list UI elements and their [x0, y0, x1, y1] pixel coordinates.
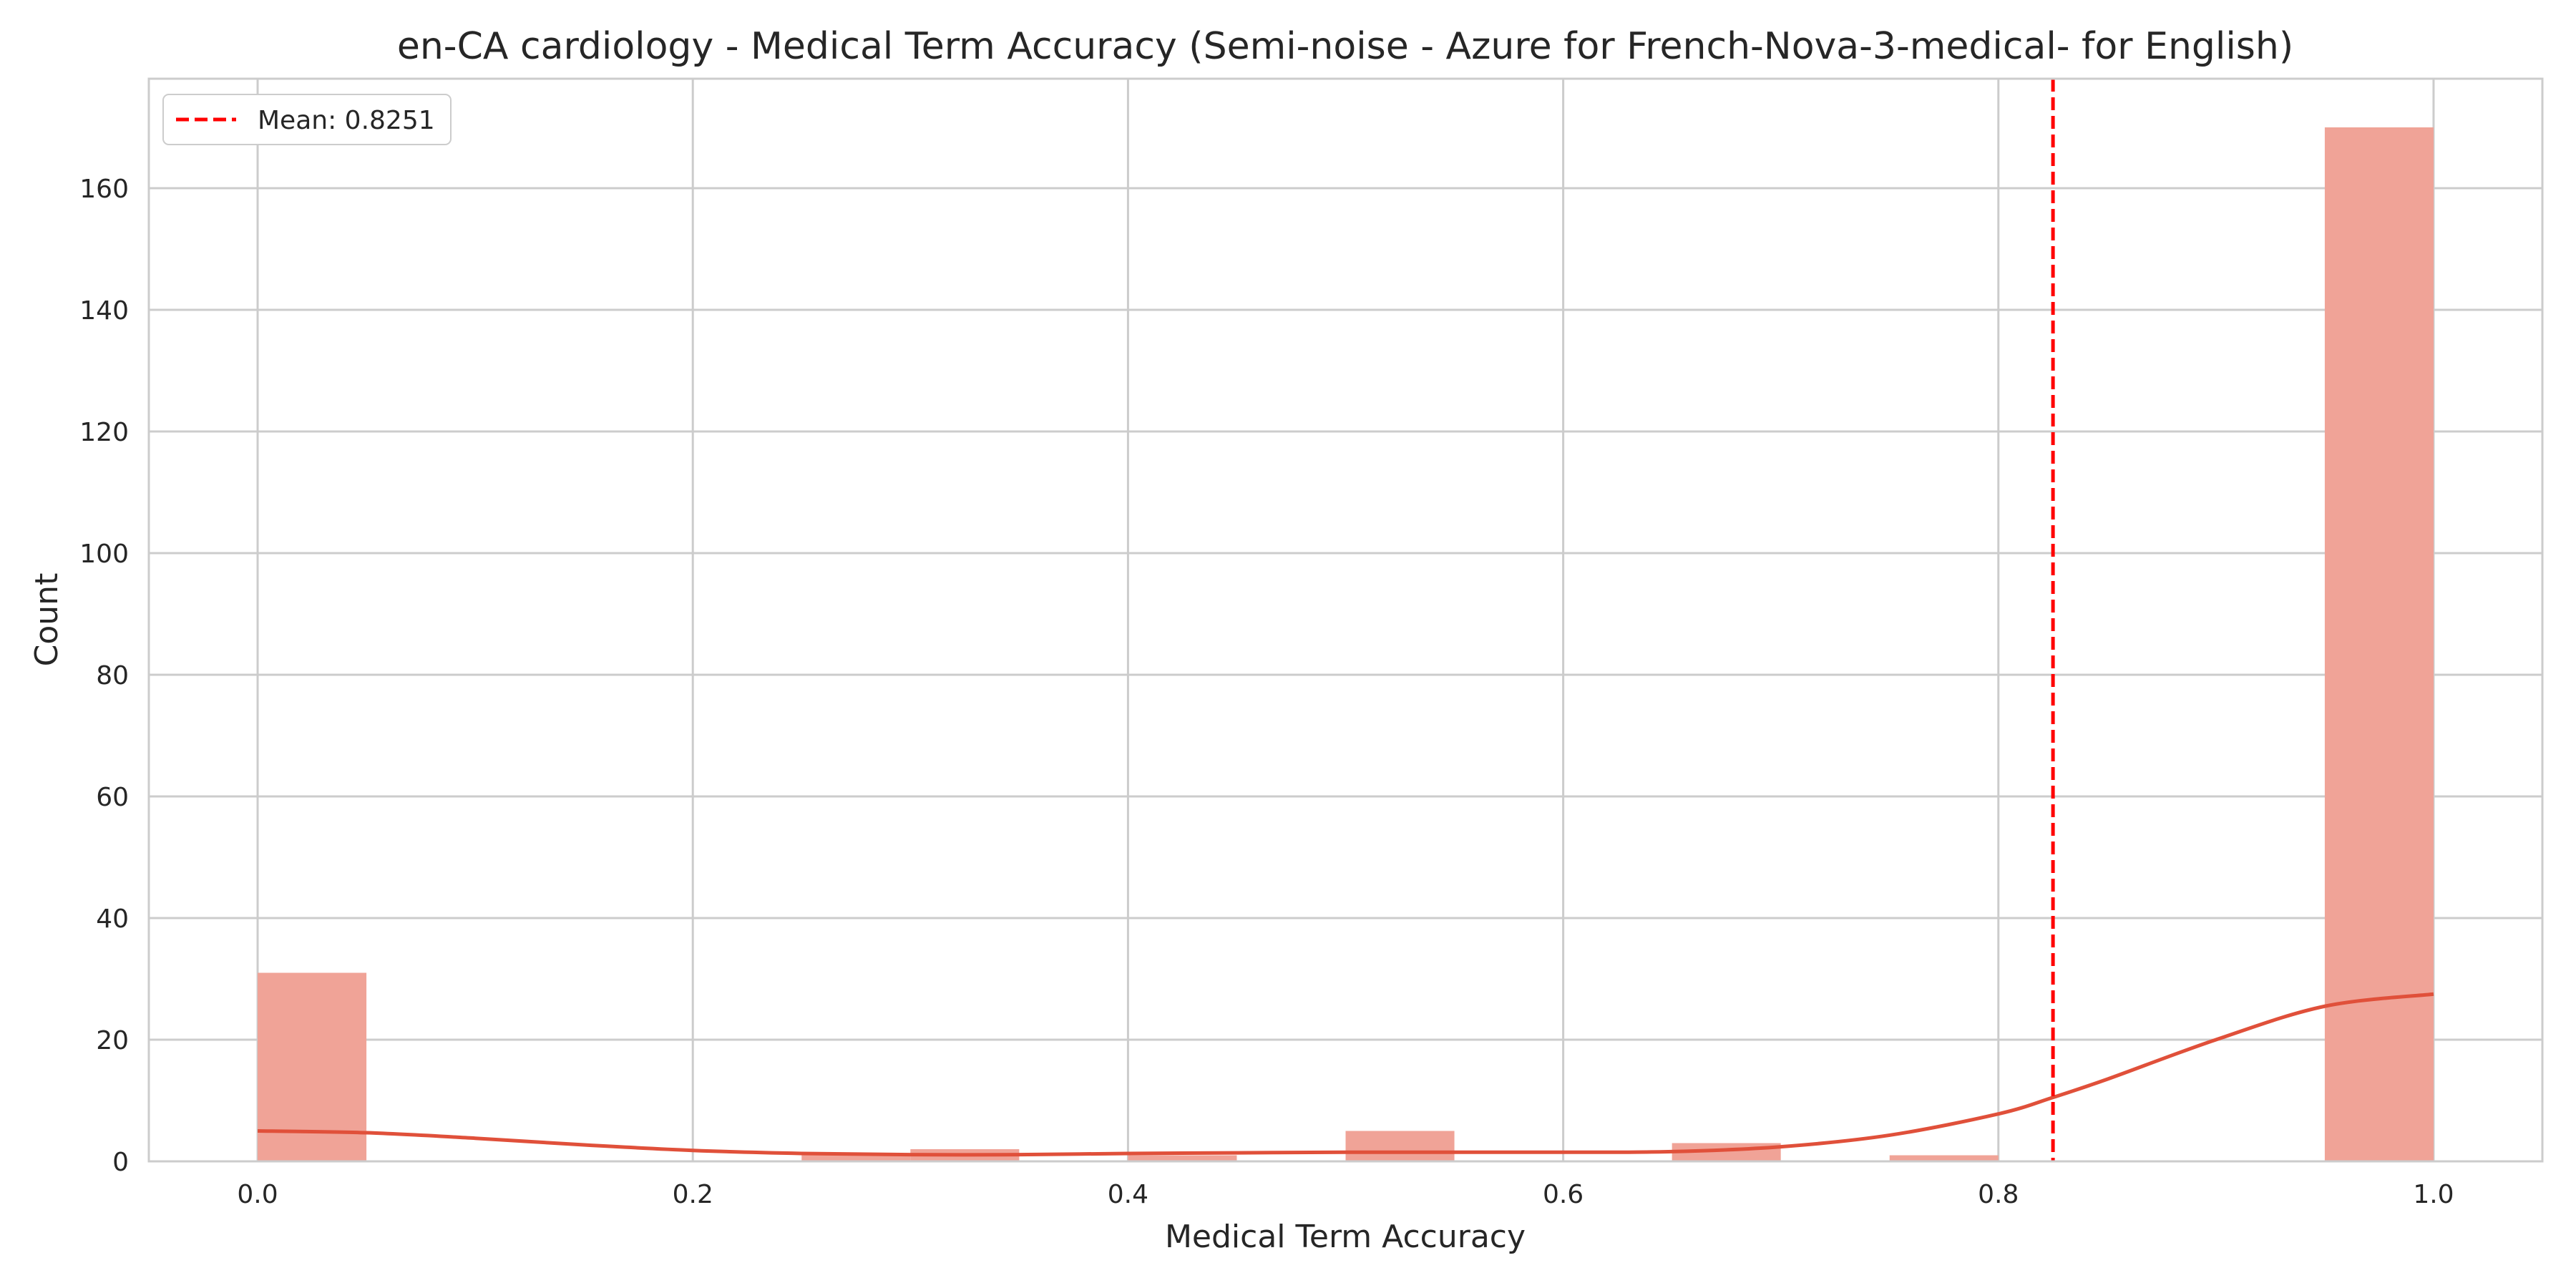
y-tick-label-2: 40: [96, 904, 129, 934]
y-axis-label: Count: [29, 573, 65, 667]
y-tick-label-6: 120: [79, 418, 129, 447]
x-tick-label-2: 0.4: [1108, 1180, 1148, 1209]
kde-curve-group: [258, 992, 2434, 1157]
kde-curve: [258, 992, 2434, 1157]
histogram-bar-10: [1345, 1131, 1455, 1161]
y-tick-label-5: 100: [79, 540, 129, 569]
x-tick-label-1: 0.2: [673, 1180, 713, 1209]
x-tick-label-3: 0.6: [1543, 1180, 1584, 1209]
plot-area-frame: [147, 77, 2544, 1163]
x-axis-label: Medical Term Accuracy: [1165, 1219, 1526, 1255]
x-tick-label-5: 1.0: [2413, 1180, 2454, 1209]
legend-mean-label: Mean: 0.8251: [258, 106, 435, 135]
y-tick-label-8: 160: [79, 175, 129, 204]
histogram-bar-5: [801, 1155, 911, 1161]
y-tick-label-4: 80: [96, 661, 129, 691]
histogram-bars: [258, 127, 2434, 1161]
legend-box: [162, 94, 452, 145]
y-tick-label-7: 140: [79, 296, 129, 326]
x-tick-label-4: 0.8: [1978, 1180, 2019, 1209]
chart-title: en-CA cardiology - Medical Term Accuracy…: [397, 25, 2293, 68]
x-axis-ticks: 0.0 0.2 0.4 0.6 0.8 1.0: [237, 1180, 2454, 1209]
y-tick-label-0: 0: [112, 1148, 129, 1177]
y-tick-label-1: 20: [96, 1026, 129, 1055]
histogram-bar-19: [2324, 127, 2434, 1161]
x-tick-label-0: 0.0: [237, 1180, 278, 1209]
histogram-bar-8: [1128, 1155, 1237, 1161]
histogram-bar-15: [1889, 1155, 1999, 1161]
y-tick-label-3: 60: [96, 783, 129, 812]
legend: Mean: 0.8251: [162, 94, 452, 145]
y-axis-ticks: 0 20 40 60 80 100 120 140 160: [79, 175, 129, 1177]
